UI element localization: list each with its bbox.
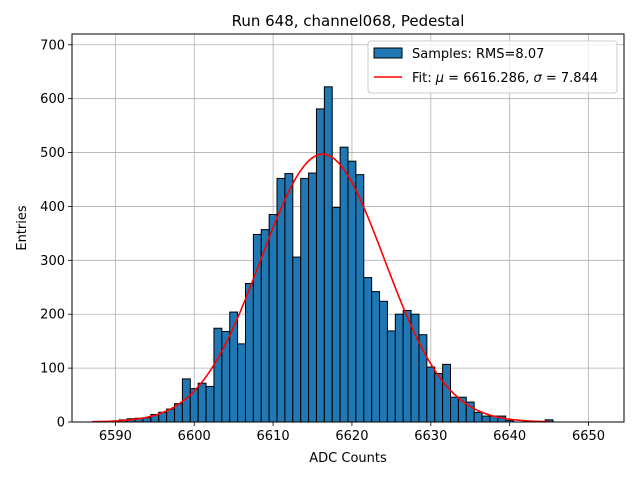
legend-fit-mu-value: = 6616.286, [444,71,533,86]
chart-title: Run 648, channel068, Pedestal [232,12,465,30]
histogram-bar [268,214,278,423]
histogram-bar [260,229,270,423]
y-tick-label: 600 [40,92,65,107]
histogram-bar [371,291,381,423]
y-tick-label: 500 [40,146,65,161]
histogram-bar [379,300,388,423]
histogram-bar [347,160,357,423]
histogram-bar [339,146,349,423]
gaussian-fit-curve [91,153,550,423]
fit-curve-layer [91,153,550,423]
histogram-bar [308,172,317,423]
histogram-bar [410,313,420,423]
y-tick-label: 300 [40,254,65,269]
histogram-bar [284,173,294,423]
histogram-bar [331,207,341,423]
histogram-bar [442,363,452,423]
x-tick-label: 6640 [493,429,526,444]
x-tick-label: 6600 [178,429,211,444]
legend-samples-label: Samples: RMS=8.07 [412,47,544,62]
histogram-bar [237,343,246,423]
histogram-bar [481,415,491,423]
histogram-bar [205,385,215,423]
histogram-bar [402,309,412,423]
legend-samples-swatch [373,47,403,59]
legend-fit-mu-symbol: μ [435,71,444,86]
y-axis-ticks: 0 100 200 300 400 500 600 700 [40,38,72,431]
x-tick-label: 6650 [572,429,605,444]
plot-frame [71,33,625,423]
histogram-bar [197,382,207,423]
legend-box [367,40,618,94]
x-tick-label: 6610 [257,429,290,444]
histogram-bar [426,366,436,423]
legend: Samples: RMS=8.07 Fit: μ = 6616.286, σ =… [367,40,618,94]
legend-fit-prefix: Fit: [412,71,436,86]
histogram-bar [473,411,483,423]
legend-fit-sigma-value: = 7.844 [542,71,598,86]
x-tick-label: 6630 [414,429,447,444]
y-tick-label: 100 [40,362,65,377]
histogram-bar [394,313,404,423]
y-tick-label: 700 [40,38,65,53]
legend-fit-label: Fit: μ = 6616.286, σ = 7.844 [412,71,598,86]
histogram-bar [244,283,254,423]
histogram-bar [363,277,373,423]
histogram-bar [355,174,365,423]
legend-fit-sigma-symbol: σ [534,71,543,86]
y-tick-label: 0 [57,416,65,431]
x-axis-ticks: 6590 6600 6610 6620 6630 6640 6650 [99,422,605,444]
histogram-bar [418,334,428,423]
histogram-bar [386,330,396,423]
histogram-bar [323,86,333,423]
histogram-bar [450,396,459,423]
y-tick-label: 200 [40,308,65,323]
x-tick-label: 6620 [335,429,368,444]
y-tick-label: 400 [40,200,65,215]
x-axis-label: ADC Counts [309,451,387,466]
x-tick-label: 6590 [99,429,132,444]
histogram-bar [300,177,310,423]
histogram-bar [213,327,223,423]
y-axis-label: Entries [15,205,30,251]
histogram-bar [292,256,302,423]
